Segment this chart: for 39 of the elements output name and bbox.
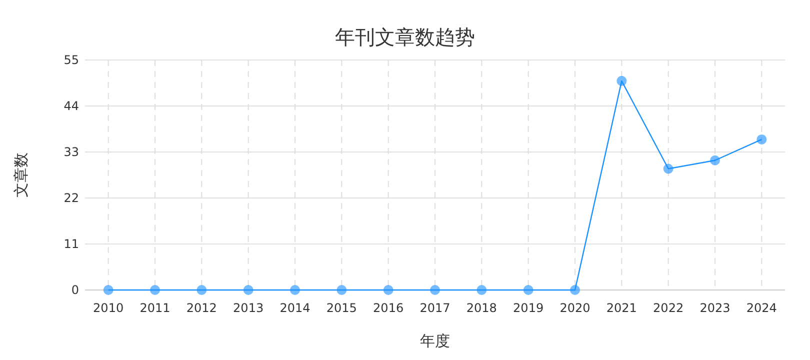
point — [523, 285, 534, 295]
x-tick-label: 2016 — [373, 301, 404, 315]
point — [103, 285, 114, 295]
x-tick-label: 2011 — [140, 301, 170, 315]
chart-title: 年刊文章数趋势 — [335, 25, 475, 49]
point — [663, 164, 674, 174]
x-tick-label: 2024 — [746, 301, 777, 315]
point — [570, 285, 580, 295]
point — [710, 155, 720, 166]
y-axis-title: 文章数 — [12, 152, 30, 198]
y-tick-label: 55 — [64, 53, 79, 68]
x-tick-label: 2012 — [186, 301, 217, 315]
x-tick-label: 2019 — [513, 301, 544, 315]
point — [150, 285, 160, 295]
x-tick-label: 2015 — [326, 301, 357, 315]
point — [383, 285, 394, 295]
x-axis-title: 年度 — [420, 332, 450, 350]
x-tick-label: 2014 — [280, 301, 310, 315]
y-tick-label: 11 — [64, 237, 79, 252]
x-tick-label: 2023 — [700, 301, 730, 315]
point — [336, 285, 347, 295]
point — [290, 285, 300, 295]
y-tick-label: 22 — [64, 191, 79, 206]
y-tick-label: 0 — [71, 283, 79, 298]
point — [196, 285, 207, 295]
point — [430, 285, 440, 295]
x-tick-label: 2021 — [606, 301, 637, 315]
point — [476, 285, 487, 295]
point — [756, 134, 767, 144]
y-tick-label: 44 — [64, 99, 79, 114]
point — [616, 76, 627, 86]
x-tick-label: 2018 — [466, 301, 497, 315]
x-tick-label: 2017 — [420, 301, 450, 315]
point — [243, 285, 254, 295]
x-tick-label: 2022 — [653, 301, 684, 315]
x-tick-label: 2013 — [233, 301, 264, 315]
x-tick-label: 2010 — [93, 301, 124, 315]
x-tick-label: 2020 — [560, 301, 590, 315]
y-tick-label: 33 — [64, 145, 79, 160]
